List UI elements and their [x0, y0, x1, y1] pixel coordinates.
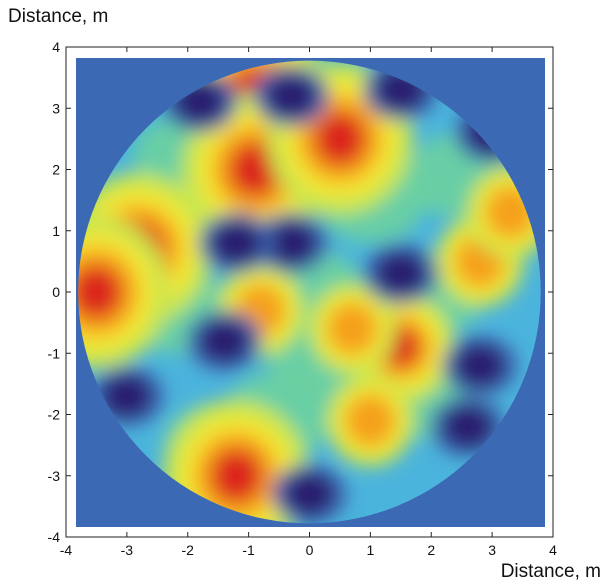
x-tick-label: 1	[366, 542, 374, 558]
x-tick-label: 4	[549, 542, 557, 558]
y-tick-label: -1	[48, 345, 61, 361]
heat-field	[78, 60, 541, 524]
lowspot-mark	[101, 374, 153, 419]
lowspot-mark	[265, 74, 317, 118]
x-axis-label: Distance, m	[500, 561, 601, 582]
hotspot-mark	[345, 394, 396, 447]
lowspot-mark	[442, 404, 494, 449]
hotspot-mark	[211, 449, 262, 503]
heat-blobs	[78, 60, 541, 524]
lowspot-mark	[454, 343, 506, 388]
y-tick-label: -2	[48, 407, 61, 423]
y-tick-label: -4	[48, 529, 61, 545]
x-tick-label: 3	[488, 542, 496, 558]
y-tick-label: 4	[52, 39, 60, 55]
axis-ticks: -4 -3 -2 -1 0 1 2 3 4 4 3 2 1 0 -1 -2 -3 -4	[48, 39, 558, 558]
x-tick-label: -4	[60, 542, 73, 558]
x-tick-label: -1	[242, 542, 255, 558]
hotspot-mark	[314, 112, 366, 166]
lowspot-mark	[375, 251, 427, 296]
y-tick-label: 3	[52, 100, 60, 116]
lowspot-mark	[265, 221, 317, 265]
x-tick-label: 2	[427, 542, 435, 558]
lowspot-mark	[198, 319, 250, 363]
y-axis-label: Distance, m	[8, 6, 109, 27]
x-tick-label: 0	[306, 542, 314, 558]
y-tick-label: -3	[48, 468, 61, 484]
x-tick-label: -3	[121, 542, 134, 558]
hotspot-mark	[229, 143, 280, 196]
y-tick-label: 1	[52, 223, 60, 239]
lowspot-mark	[283, 472, 336, 517]
lowspot-mark	[210, 221, 263, 265]
hotspot-mark	[327, 302, 377, 355]
y-tick-label: 2	[52, 162, 60, 178]
x-tick-label: -2	[182, 542, 195, 558]
hotspot-mark	[78, 265, 122, 319]
y-tick-label: 0	[52, 284, 60, 300]
